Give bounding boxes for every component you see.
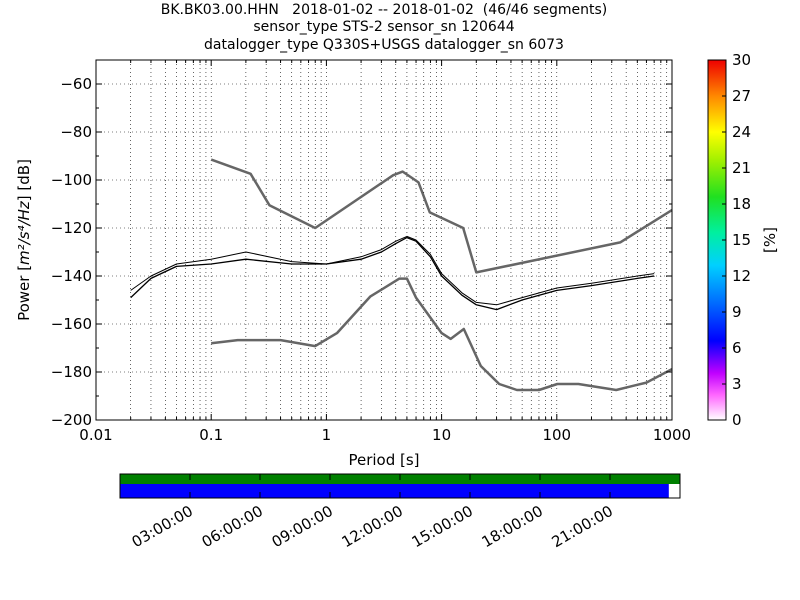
grid xyxy=(96,60,672,420)
y-tick-label: −60 xyxy=(60,75,92,93)
x-tick-label: 1 xyxy=(322,426,332,444)
colorbar-tick-label: 3 xyxy=(732,375,742,393)
y-tick-label: −160 xyxy=(51,315,92,333)
x-tick-label: 10 xyxy=(432,426,451,444)
x-tick-label: 100 xyxy=(542,426,571,444)
timeline-tick-label: 15:00:00 xyxy=(409,502,476,551)
plot-background xyxy=(96,60,672,420)
colorbar-tick-label: 15 xyxy=(732,231,751,249)
y-tick-label: −140 xyxy=(51,267,92,285)
plot-area: 0.01 0.1 1 10 100 1000 −200 −180 −160 −140 −120 −1… xyxy=(15,59,691,469)
y-axis-label: Power [m²/s⁴/Hz] [dB] xyxy=(15,159,33,321)
y-tick-label: −100 xyxy=(51,171,92,189)
colorbar-tick-label: 18 xyxy=(732,195,751,213)
y-tick-label: −180 xyxy=(51,363,92,381)
psd-lines xyxy=(130,158,672,392)
y-tick-label: −120 xyxy=(51,219,92,237)
colorbar-tick-label: 0 xyxy=(732,411,742,429)
colorbar-tick-label: 24 xyxy=(732,123,751,141)
colorbar: 0 3 6 9 12 15 18 21 24 27 30 [%] xyxy=(707,51,779,429)
x-axis-label: Period [s] xyxy=(348,451,419,469)
timeline-tick-label: 18:00:00 xyxy=(479,502,546,551)
chart-title-line2: sensor_type STS-2 sensor_sn 120644 xyxy=(253,19,515,35)
colorbar-tick-label: 21 xyxy=(732,159,751,177)
low-noise-model-line xyxy=(211,277,672,392)
mode-psd-line xyxy=(130,236,655,311)
timeline-tick-label: 06:00:00 xyxy=(199,502,266,551)
colorbar-tick-label: 9 xyxy=(732,303,742,321)
timeline-tick-label: 21:00:00 xyxy=(549,502,616,551)
y-tick-label: −200 xyxy=(51,411,92,429)
chart-title-line1: BK.BK03.00.HHN 2018-01-02 -- 2018-01-02 … xyxy=(160,2,608,18)
y-tick-label: −80 xyxy=(60,123,92,141)
colorbar-ticks: 0 3 6 9 12 15 18 21 24 27 30 xyxy=(722,51,751,429)
data-coverage-timeline: 03:00:00 06:00:00 09:00:00 12:00:00 15:00:00… xyxy=(119,473,681,551)
colorbar-label: [%] xyxy=(761,227,779,253)
x-tick-label: 1000 xyxy=(653,426,691,444)
y-axis-ticks: −200 −180 −160 −140 −120 −100 −80 −60 xyxy=(51,59,672,429)
timeline-tick-label: 09:00:00 xyxy=(269,502,336,551)
chart-title-line3: datalogger_type Q330S+USGS datalogger_sn… xyxy=(204,37,564,53)
colorbar-tick-label: 12 xyxy=(732,267,751,285)
y-axis-label-prefix: Power [ xyxy=(15,265,33,321)
timeline-tick-label: 03:00:00 xyxy=(129,502,196,551)
colorbar-tick-label: 27 xyxy=(732,87,751,105)
x-axis-ticks: 0.01 0.1 1 10 100 1000 xyxy=(79,60,691,444)
y-axis-label-suffix: ] [dB] xyxy=(15,159,33,201)
coverage-bar xyxy=(120,484,669,498)
x-tick-label: 0.1 xyxy=(199,426,223,444)
mean-psd-line xyxy=(130,235,655,306)
timeline-tick-label: 12:00:00 xyxy=(339,502,406,551)
colorbar-tick-label: 30 xyxy=(732,51,751,69)
high-noise-model-line xyxy=(210,158,672,274)
x-tick-label: 0.01 xyxy=(79,426,112,444)
colorbar-tick-label: 6 xyxy=(732,339,742,357)
y-axis-label-units: m²/s⁴/Hz xyxy=(15,200,33,265)
plot-frame xyxy=(95,59,673,421)
